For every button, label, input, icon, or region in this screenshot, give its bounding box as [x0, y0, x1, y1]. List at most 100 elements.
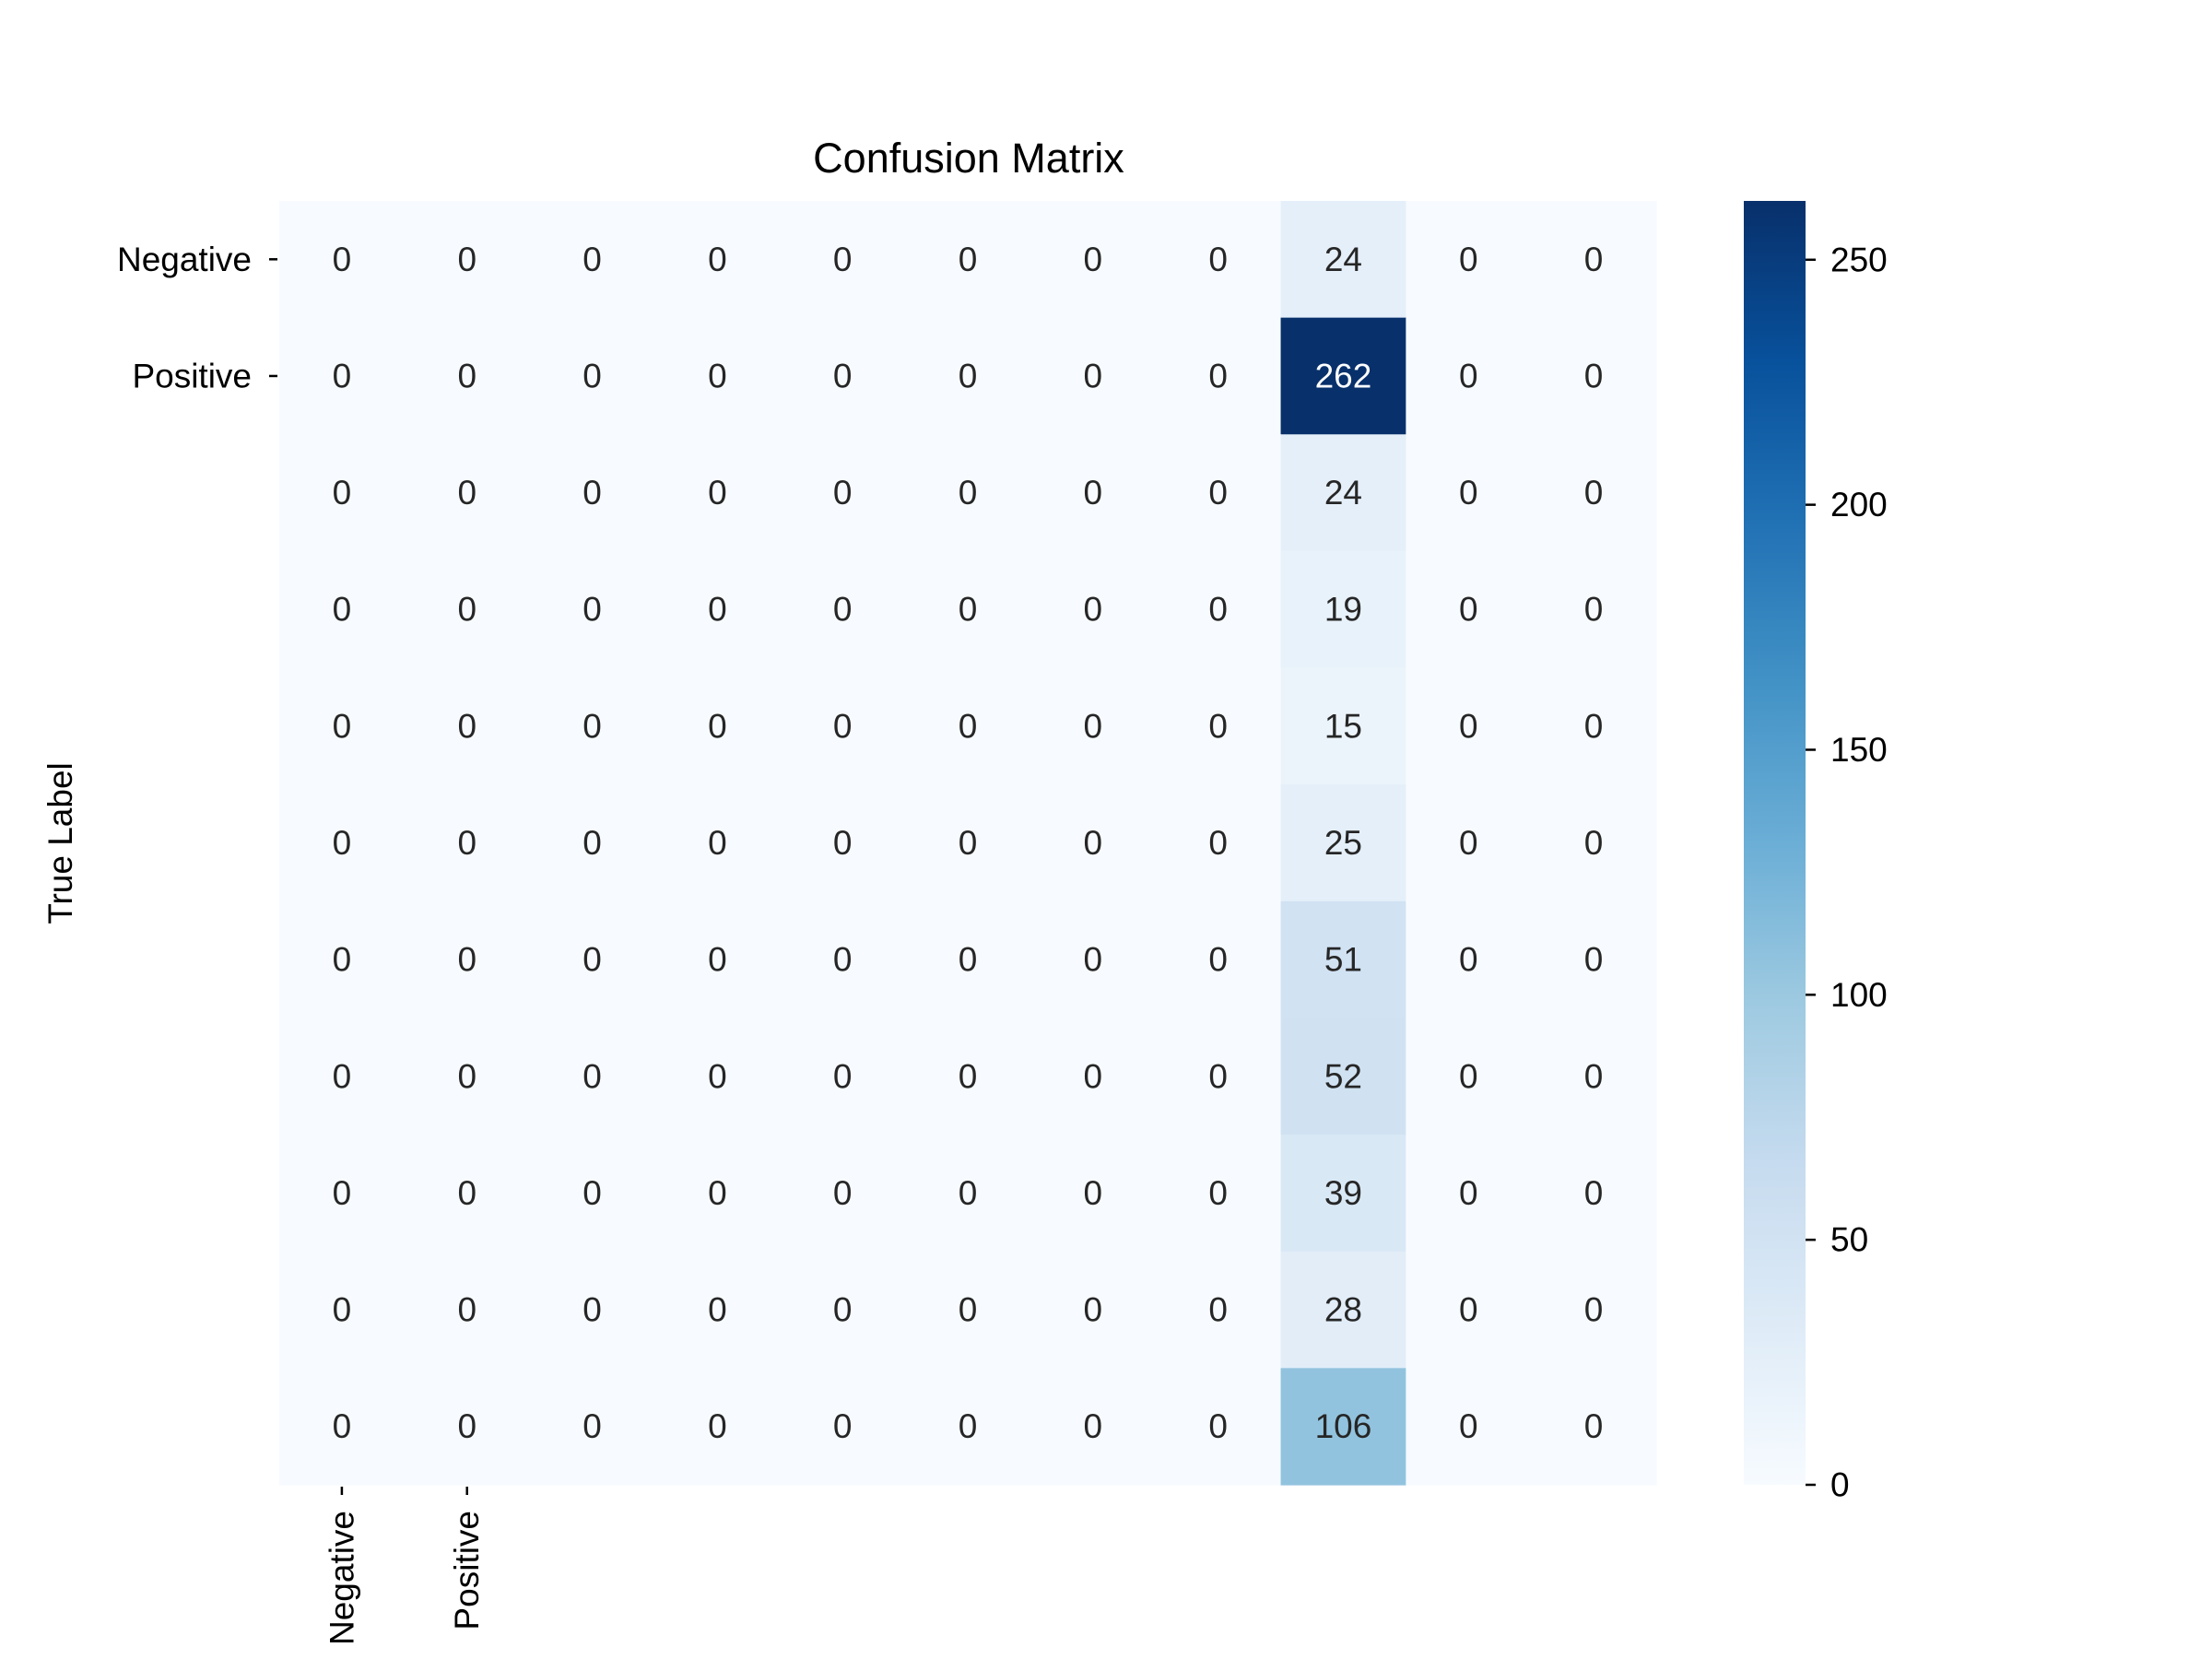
cell-value-label: 0: [959, 1174, 978, 1212]
cell-value-label: 0: [1459, 357, 1478, 394]
cell-value-label: 0: [959, 707, 978, 745]
cell-value-label: 0: [833, 1407, 853, 1445]
heatmap-cell: [1155, 1018, 1282, 1135]
cell-value-label: 0: [1584, 1291, 1604, 1329]
heatmap-cell: [1406, 667, 1532, 785]
cell-value-label: 0: [1584, 591, 1604, 629]
cell-value-label: 0: [1584, 707, 1604, 745]
cell-value-label: 0: [833, 357, 853, 394]
heatmap-cell: [780, 1018, 906, 1135]
cell-value-label: 0: [833, 1057, 853, 1095]
heatmap-cell: [1531, 1251, 1657, 1369]
heatmap-cell: [1155, 900, 1282, 1019]
cell-value-label: 0: [708, 941, 727, 979]
cell-value-label: 0: [333, 241, 352, 278]
cell-value-label: 15: [1324, 707, 1362, 745]
cell-value-label: 0: [959, 241, 978, 278]
cell-value-label: 0: [959, 591, 978, 629]
cell-value-label: 0: [1084, 1174, 1103, 1212]
cell-value-label: 0: [1459, 941, 1478, 979]
heatmap-cell: [905, 550, 1031, 669]
cell-value-label: 0: [1084, 474, 1103, 512]
cell-value-label: 0: [333, 591, 352, 629]
cell-value-label: 0: [1208, 707, 1228, 745]
cell-value-label: 0: [333, 1291, 352, 1329]
heatmap-cell: [654, 667, 781, 785]
heatmap-cell: [404, 900, 531, 1019]
y-tick-label: Positive: [132, 357, 252, 394]
heatmap-cell: [654, 1018, 781, 1135]
heatmap-cell: [529, 667, 656, 785]
cell-value-label: 0: [1459, 707, 1478, 745]
heatmap-cell: [1155, 1135, 1282, 1253]
cell-value-label: 0: [582, 1407, 602, 1445]
heatmap-cell: [1531, 900, 1657, 1019]
cell-value-label: 0: [833, 591, 853, 629]
heatmap-cell: [1155, 1368, 1282, 1486]
cell-value-label: 0: [1208, 1291, 1228, 1329]
heatmap-cell: [1406, 900, 1532, 1019]
heatmap-cell: [404, 1135, 531, 1253]
heatmap-cell: [1030, 1251, 1157, 1369]
heatmap-cell: [780, 1368, 906, 1486]
heatmap-cell: [905, 201, 1031, 319]
cell-value-label: 0: [457, 241, 477, 278]
heatmap-cell: [404, 434, 531, 552]
heatmap-cell: [1531, 201, 1657, 319]
heatmap-cell: [1531, 434, 1657, 552]
cell-value-label: 0: [1459, 591, 1478, 629]
cell-value-label: 0: [1459, 1407, 1478, 1445]
heatmap-cell: [404, 784, 531, 902]
colorbar-tick-label: 100: [1830, 976, 1888, 1014]
colorbar-tick-label: 200: [1830, 486, 1888, 524]
cell-value-label: 0: [1084, 1057, 1103, 1095]
colorbar-tick-label: 150: [1830, 731, 1888, 769]
heatmap-cell: [905, 1368, 1031, 1486]
heatmap-cell: [404, 1368, 531, 1486]
heatmap-cell: [1030, 550, 1157, 669]
cell-value-label: 0: [457, 357, 477, 394]
heatmap-cell: [404, 317, 531, 435]
heatmap-cell: [279, 1018, 406, 1135]
heatmap-cell: [1030, 784, 1157, 902]
cell-value-label: 0: [582, 591, 602, 629]
heatmap-cell: [1531, 1135, 1657, 1253]
heatmap-cell: [780, 434, 906, 552]
heatmap-cell: [1280, 1135, 1406, 1253]
cell-value-label: 0: [582, 1291, 602, 1329]
cell-value-label: 0: [1208, 241, 1228, 278]
cell-value-label: 51: [1324, 941, 1362, 979]
heatmap-cell: [404, 1251, 531, 1369]
heatmap-cell: [1406, 1135, 1532, 1253]
heatmap-cell-labels: 0 0 0 0 0 0 0 0 24 0 0 0 0 0 0 0 0 0 0 262 0 0 0 0 0 0 0 0 0 0 24 0 0 0 0 0…: [333, 241, 1604, 1445]
heatmap-cell: [1280, 667, 1406, 785]
heatmap-cell: [529, 201, 656, 319]
heatmap-cell: [780, 900, 906, 1019]
heatmap-cells: [279, 201, 1657, 1486]
heatmap-cell: [654, 550, 781, 669]
y-axis-ticks: Negative Positive: [117, 241, 277, 394]
heatmap-cell: [279, 784, 406, 902]
y-axis-label: True Label: [41, 762, 79, 924]
heatmap-cell: [1406, 1251, 1532, 1369]
heatmap-cell: [780, 667, 906, 785]
heatmap-cell: [1531, 1018, 1657, 1135]
heatmap-cell: [279, 900, 406, 1019]
heatmap-cell: [1155, 784, 1282, 902]
heatmap-cell: [279, 1135, 406, 1253]
heatmap-cell: [404, 550, 531, 669]
colorbar-ticks: 0 50 100 150 200 250: [1806, 241, 1888, 1504]
cell-value-label: 0: [1084, 241, 1103, 278]
cell-value-label: 0: [1584, 357, 1604, 394]
cell-value-label: 0: [833, 824, 853, 862]
heatmap-cell: [529, 784, 656, 902]
cell-value-label: 0: [1084, 357, 1103, 394]
heatmap-cell: [279, 201, 406, 319]
heatmap-cell: [905, 784, 1031, 902]
cell-value-label: 0: [833, 1291, 853, 1329]
cell-value-label: 0: [1584, 824, 1604, 862]
colorbar-tick-label: 50: [1830, 1221, 1868, 1259]
cell-value-label: 0: [833, 707, 853, 745]
